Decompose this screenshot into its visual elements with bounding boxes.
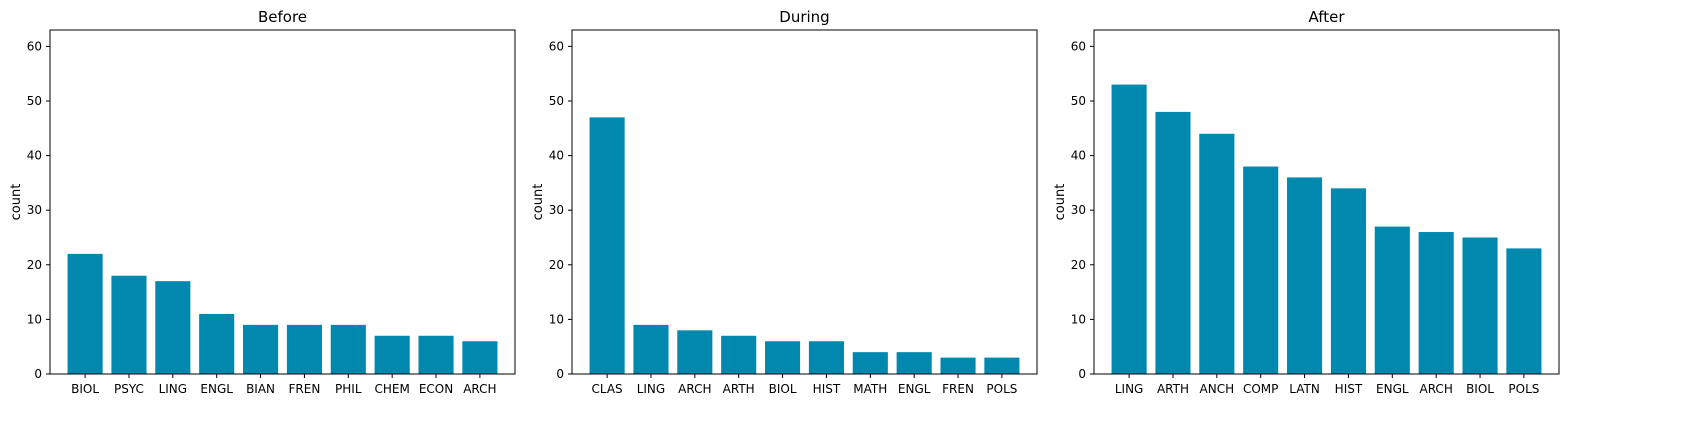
bar-phil bbox=[330, 324, 366, 374]
x-tick-label: MATH bbox=[853, 382, 887, 396]
bar-ling bbox=[155, 281, 191, 374]
bar-engl bbox=[1374, 226, 1410, 374]
x-tick-label: ARCH bbox=[678, 382, 711, 396]
bar-biol bbox=[1462, 237, 1498, 374]
y-tick-label: 20 bbox=[27, 258, 42, 272]
y-tick-label: 60 bbox=[1071, 39, 1086, 53]
x-tick-label: LING bbox=[159, 382, 188, 396]
bar-engl bbox=[199, 313, 235, 374]
bar-arch bbox=[1418, 232, 1454, 374]
bar-latn bbox=[1287, 177, 1323, 374]
x-tick-label: HIST bbox=[813, 382, 841, 396]
x-tick-label: LING bbox=[637, 382, 666, 396]
bar-math bbox=[852, 352, 888, 374]
y-tick-label: 40 bbox=[549, 149, 564, 163]
bar-pols bbox=[984, 357, 1020, 374]
bar-arch bbox=[462, 341, 498, 374]
y-tick-label: 40 bbox=[27, 149, 42, 163]
subplot-before: 0 10 20 30 40 50 60 BIOL PSYC LING ENGL BIAN FREN PHI… bbox=[9, 8, 516, 396]
y-tick-label: 30 bbox=[549, 203, 564, 217]
y-tick-label: 10 bbox=[549, 312, 564, 326]
x-tick-label: ARTH bbox=[1157, 382, 1189, 396]
x-tick-label: FREN bbox=[942, 382, 974, 396]
bar-arch bbox=[677, 330, 713, 374]
x-tick-label: ENGL bbox=[200, 382, 233, 396]
x-tick-label: POLS bbox=[986, 382, 1017, 396]
y-tick-label: 50 bbox=[27, 94, 42, 108]
chart-title: During bbox=[779, 8, 829, 26]
bar-hist bbox=[808, 341, 844, 374]
x-tick-label: BIOL bbox=[71, 382, 99, 396]
x-tick-label: ARCH bbox=[1419, 382, 1452, 396]
x-tick-label: COMP bbox=[1243, 382, 1278, 396]
x-tick-label: POLS bbox=[1508, 382, 1539, 396]
bar-biol bbox=[765, 341, 801, 374]
y-tick-label: 30 bbox=[27, 203, 42, 217]
subplot-during: 0 10 20 30 40 50 60 CLAS LING ARCH ARTH BIOL HIST MAT… bbox=[531, 8, 1038, 396]
x-tick-label: PSYC bbox=[114, 382, 144, 396]
y-tick-label: 0 bbox=[34, 367, 42, 381]
y-tick-label: 10 bbox=[1071, 312, 1086, 326]
y-tick-label: 40 bbox=[1071, 149, 1086, 163]
x-tick-label: CLAS bbox=[592, 382, 623, 396]
bar-fren bbox=[286, 324, 322, 374]
chart-title: Before bbox=[258, 8, 307, 26]
bar-biol bbox=[67, 253, 103, 374]
y-axis-label: count bbox=[531, 184, 546, 221]
y-tick-label: 0 bbox=[556, 367, 564, 381]
x-tick-label: ARCH bbox=[463, 382, 496, 396]
x-tick-label: ANCH bbox=[1200, 382, 1235, 396]
y-tick-label: 50 bbox=[1071, 94, 1086, 108]
bar-ling bbox=[1111, 84, 1147, 374]
bar-fren bbox=[940, 357, 976, 374]
x-tick-label: ARTH bbox=[723, 382, 755, 396]
bar-hist bbox=[1330, 188, 1366, 374]
y-axis-label: count bbox=[9, 184, 24, 221]
subplot-after: 0 10 20 30 40 50 60 LING ARTH ANCH COMP LATN HIST ENG… bbox=[1053, 8, 1560, 396]
y-tick-label: 50 bbox=[549, 94, 564, 108]
plot-frame bbox=[1093, 29, 1560, 375]
x-tick-label: ECON bbox=[419, 382, 453, 396]
bar-arth bbox=[1155, 111, 1191, 375]
bar-chem bbox=[374, 335, 410, 374]
chart-title: After bbox=[1308, 8, 1345, 26]
x-tick-label: ENGL bbox=[1376, 382, 1409, 396]
x-tick-label: BIOL bbox=[1466, 382, 1494, 396]
y-tick-label: 60 bbox=[27, 39, 42, 53]
bar-comp bbox=[1243, 166, 1279, 374]
y-tick-label: 60 bbox=[549, 39, 564, 53]
bar-arth bbox=[721, 335, 757, 374]
x-tick-label: CHEM bbox=[374, 382, 409, 396]
y-tick-label: 30 bbox=[1071, 203, 1086, 217]
bar-engl bbox=[896, 352, 932, 374]
y-tick-label: 10 bbox=[27, 312, 42, 326]
bar-psyc bbox=[111, 275, 147, 374]
plot-frame bbox=[49, 29, 516, 375]
x-tick-label: PHIL bbox=[335, 382, 362, 396]
x-tick-label: LATN bbox=[1289, 382, 1320, 396]
x-tick-label: LING bbox=[1115, 382, 1144, 396]
y-tick-label: 20 bbox=[549, 258, 564, 272]
bar-ling bbox=[633, 324, 669, 374]
plot-frame bbox=[571, 29, 1038, 375]
x-tick-label: HIST bbox=[1335, 382, 1363, 396]
x-tick-label: BIAN bbox=[246, 382, 275, 396]
x-tick-label: FREN bbox=[289, 382, 321, 396]
y-tick-label: 0 bbox=[1078, 367, 1086, 381]
y-tick-label: 20 bbox=[1071, 258, 1086, 272]
bar-pols bbox=[1506, 248, 1542, 374]
x-tick-label: ENGL bbox=[898, 382, 931, 396]
x-tick-label: BIOL bbox=[769, 382, 797, 396]
y-axis-label: count bbox=[1053, 184, 1068, 221]
bar-anch bbox=[1199, 133, 1235, 374]
bar-clas bbox=[589, 117, 625, 375]
bar-econ bbox=[418, 335, 454, 374]
bar-bian bbox=[243, 324, 279, 374]
